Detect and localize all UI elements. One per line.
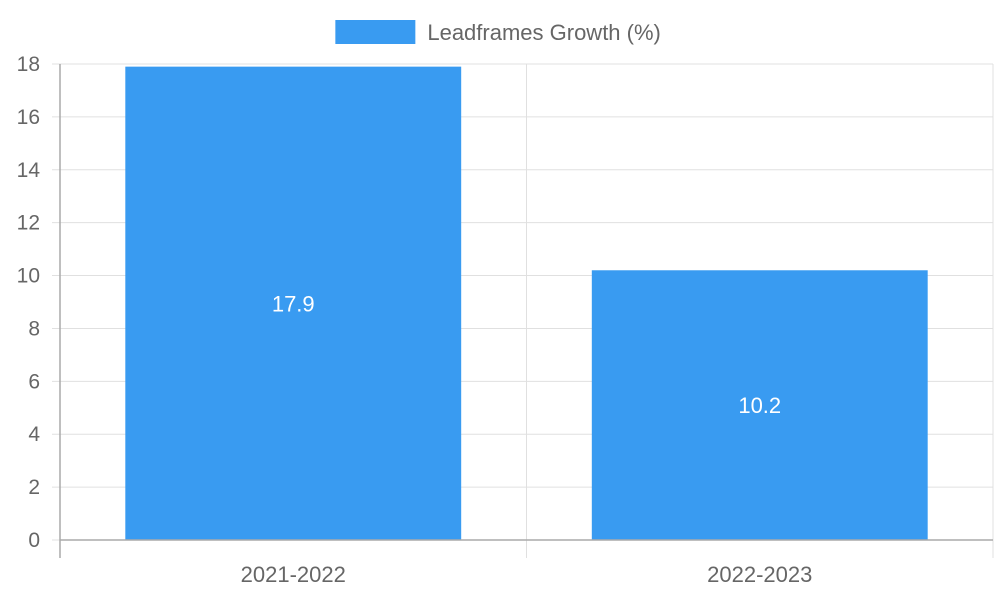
labels: 0 2 4 6 8 10 12 14 16 18 17.9 2021-2022 10.2 2022-202…	[17, 53, 813, 587]
x-tick-label: 2022-2023	[707, 562, 812, 587]
legend[interactable]: Leadframes Growth (%)	[335, 20, 661, 45]
y-tick-label: 14	[17, 159, 41, 182]
y-tick-label: 0	[28, 529, 40, 552]
bars	[125, 66, 928, 541]
data-label: 17.9	[272, 291, 315, 316]
bar[interactable]	[591, 270, 928, 540]
y-tick-label: 2	[28, 476, 40, 499]
x-tick-label: 2021-2022	[241, 562, 346, 587]
y-tick-label: 8	[28, 317, 40, 340]
legend-label[interactable]: Leadframes Growth (%)	[427, 20, 661, 45]
y-tick-label: 16	[17, 106, 40, 129]
bar[interactable]	[125, 66, 462, 541]
legend-swatch[interactable]	[335, 20, 416, 44]
y-tick-label: 6	[28, 370, 40, 393]
y-tick-label: 18	[17, 53, 40, 76]
y-tick-label: 12	[17, 212, 40, 235]
y-tick-label: 4	[28, 423, 40, 446]
data-label: 10.2	[738, 393, 781, 418]
y-tick-label: 10	[17, 265, 40, 288]
